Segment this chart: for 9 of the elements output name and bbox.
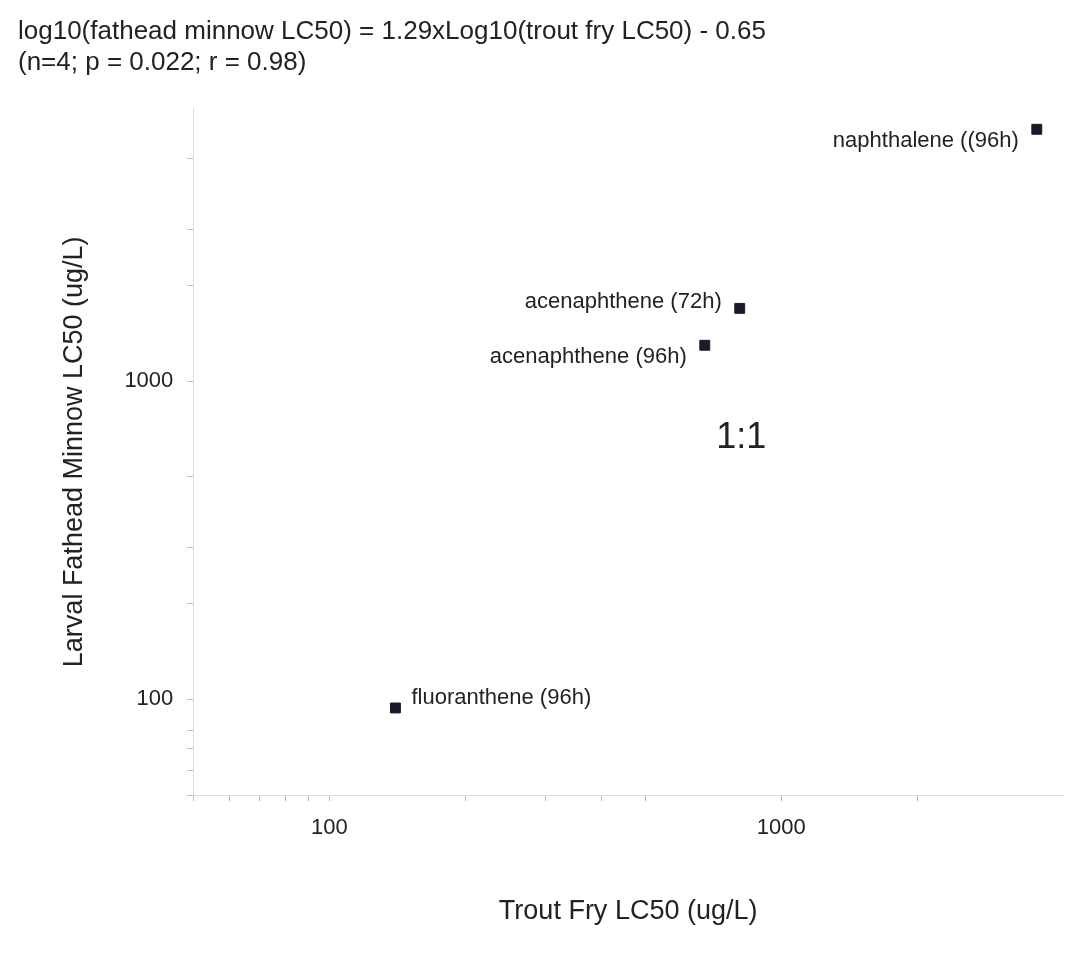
annotation: 1:1 — [716, 414, 767, 456]
series-label: fluoranthene (96h) — [411, 684, 592, 710]
x-axis-title: Trout Fry LC50 (ug/L) — [498, 895, 758, 926]
series-label: acenaphthene (72h) — [524, 288, 722, 314]
series-label: naphthalene ((96h) — [832, 127, 1019, 153]
y-axis-title: Larval Fathead Minnow LC50 (ug/L) — [57, 236, 88, 668]
chart-title: log10(fathead minnow LC50) = 1.29xLog10(trout fry LC50) - 0.65 — [18, 14, 766, 45]
chart-subtitle: (n=4; p = 0.022; r = 0.98) — [18, 45, 307, 76]
series-label: acenaphthene (96h) — [489, 343, 687, 369]
